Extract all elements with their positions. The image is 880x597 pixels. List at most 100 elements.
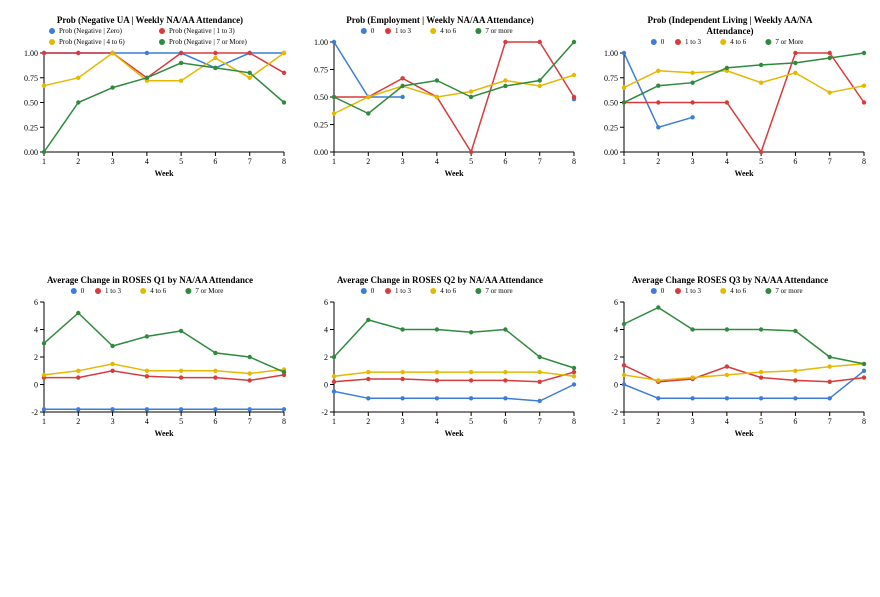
series-line [334, 42, 574, 114]
series-marker [282, 51, 286, 55]
chart-title: Prob (Employment | Weekly NA/AA Attendan… [346, 15, 533, 25]
y-tick-label: 0.00 [24, 148, 38, 157]
series-marker [622, 51, 626, 55]
series-marker [759, 63, 763, 67]
y-tick-label: 0.25 [314, 121, 328, 130]
chart-title: Prob (Negative UA | Weekly NA/AA Attenda… [57, 15, 243, 25]
series-marker [400, 377, 404, 381]
legend-marker [651, 39, 657, 45]
x-tick-label: 1 [622, 417, 626, 426]
series-marker [332, 389, 336, 393]
series-marker [145, 51, 149, 55]
x-tick-label: 2 [656, 157, 660, 166]
chart-cell-roses-q3: Average Change ROSES Q3 by NA/AA Attenda… [590, 270, 870, 440]
series-marker [793, 61, 797, 65]
legend-label: 0 [371, 27, 375, 35]
series-line [624, 71, 864, 93]
series-marker [213, 407, 217, 411]
series-marker [862, 375, 866, 379]
series-line [44, 53, 284, 86]
series-marker [503, 370, 507, 374]
series-marker [213, 66, 217, 70]
x-tick-label: 6 [213, 157, 217, 166]
series-marker [828, 380, 832, 384]
y-tick-label: 0.00 [314, 148, 328, 157]
x-axis-label: Week [444, 169, 464, 178]
series-marker [690, 396, 694, 400]
series-marker [538, 370, 542, 374]
series-marker [656, 100, 660, 104]
x-tick-label: 2 [366, 417, 370, 426]
series-marker [435, 396, 439, 400]
series-marker [690, 100, 694, 104]
x-tick-label: 8 [572, 157, 576, 166]
series-marker [435, 370, 439, 374]
chart-cell-roses-q1: Average Change in ROSES Q1 by NA/AA Atte… [10, 270, 290, 440]
series-marker [828, 51, 832, 55]
chart-title: Attendance) [707, 26, 754, 36]
series-marker [400, 327, 404, 331]
series-marker [42, 341, 46, 345]
y-tick-label: 2 [324, 353, 328, 362]
series-marker [366, 370, 370, 374]
legend-marker [651, 288, 657, 294]
legend-marker [185, 288, 191, 294]
series-marker [538, 84, 542, 88]
legend-label: 1 to 3 [395, 27, 411, 35]
series-marker [213, 51, 217, 55]
legend-marker [475, 288, 481, 294]
series-marker [76, 311, 80, 315]
legend-label: 7 or more [485, 27, 512, 35]
series-marker [725, 66, 729, 70]
series-marker [332, 40, 336, 44]
legend-marker [765, 39, 771, 45]
x-tick-label: 5 [759, 417, 763, 426]
x-tick-label: 1 [332, 157, 336, 166]
series-marker [42, 407, 46, 411]
series-marker [572, 95, 576, 99]
legend-label: 4 to 6 [440, 27, 456, 35]
y-tick-label: 0.50 [604, 99, 618, 108]
y-tick-label: 0 [614, 381, 618, 390]
y-tick-label: 0.75 [24, 74, 38, 83]
series-marker [690, 327, 694, 331]
legend-label: 4 to 6 [730, 287, 746, 295]
y-tick-label: 2 [34, 353, 38, 362]
legend-marker [385, 288, 391, 294]
legend-marker [49, 39, 55, 45]
y-tick-label: 1.00 [604, 49, 618, 58]
series-marker [145, 76, 149, 80]
x-axis-label: Week [734, 169, 754, 178]
x-tick-label: 3 [691, 157, 695, 166]
series-marker [793, 369, 797, 373]
series-marker [862, 369, 866, 373]
y-tick-label: 4 [34, 326, 38, 335]
series-marker [572, 73, 576, 77]
series-marker [793, 329, 797, 333]
series-marker [282, 407, 286, 411]
series-marker [759, 370, 763, 374]
y-tick-label: -2 [31, 408, 38, 417]
x-tick-label: 5 [469, 417, 473, 426]
series-marker [179, 375, 183, 379]
series-marker [400, 95, 404, 99]
y-tick-label: 4 [614, 326, 618, 335]
x-tick-label: 8 [282, 417, 286, 426]
series-marker [366, 95, 370, 99]
series-marker [110, 344, 114, 348]
x-axis-label: Week [154, 429, 174, 438]
series-marker [213, 56, 217, 60]
legend-label: 1 to 3 [105, 287, 121, 295]
series-marker [759, 327, 763, 331]
series-marker [42, 373, 46, 377]
series-marker [332, 374, 336, 378]
series-marker [435, 95, 439, 99]
series-marker [469, 396, 473, 400]
series-marker [656, 69, 660, 73]
legend-label: 7 or more [485, 287, 512, 295]
legend-label: 4 to 6 [150, 287, 166, 295]
series-marker [179, 329, 183, 333]
series-marker [656, 125, 660, 129]
legend-marker [430, 288, 436, 294]
x-tick-label: 2 [366, 157, 370, 166]
